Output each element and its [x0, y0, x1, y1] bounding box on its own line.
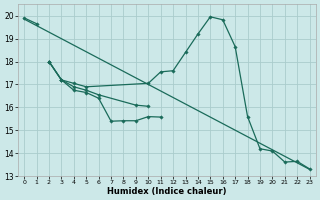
X-axis label: Humidex (Indice chaleur): Humidex (Indice chaleur) — [107, 187, 227, 196]
